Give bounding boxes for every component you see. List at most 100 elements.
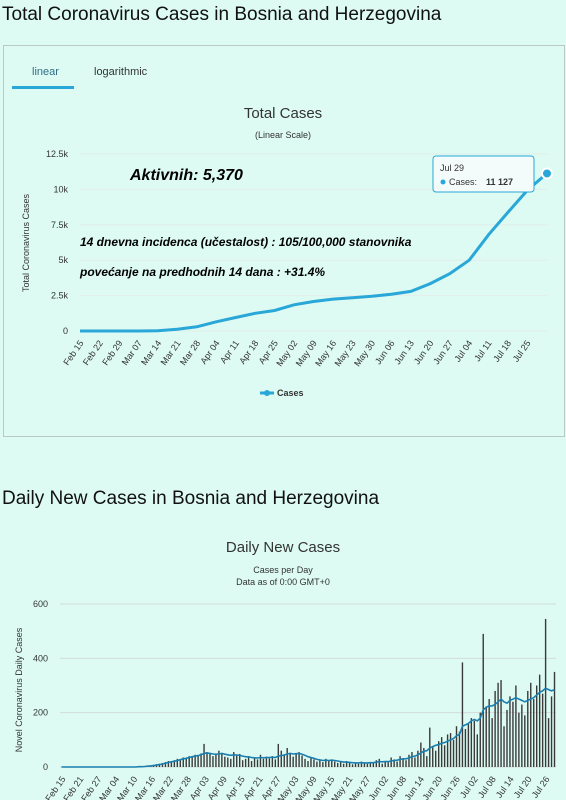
bar <box>259 754 262 767</box>
bar <box>399 756 401 767</box>
tooltip-label: Cases: <box>449 177 477 187</box>
bar <box>402 758 404 767</box>
bar <box>200 753 202 767</box>
bar <box>375 760 378 767</box>
x-tick-label: Jul 08 <box>476 774 498 799</box>
bar <box>435 750 437 767</box>
bar <box>497 682 499 767</box>
chart2-subtitle2: Data as of 0:00 GMT+0 <box>236 577 330 587</box>
chart-title: Total Cases <box>244 105 322 122</box>
bar <box>464 728 467 767</box>
y-axis-label: Novel Coronavirus Daily Cases <box>14 627 24 752</box>
bar <box>241 760 244 767</box>
bar <box>325 758 327 767</box>
bar <box>286 747 288 767</box>
bar <box>230 758 232 767</box>
bar <box>322 762 324 767</box>
y-tick-label: 600 <box>33 599 48 609</box>
bar <box>345 761 348 767</box>
bar <box>301 755 303 767</box>
bar <box>280 750 282 767</box>
bar <box>518 712 520 767</box>
bar <box>372 763 375 767</box>
chart-subtitle: (Linear Scale) <box>255 130 311 140</box>
bar <box>307 761 309 767</box>
y-tick-label: 0 <box>63 326 68 336</box>
bar <box>449 733 452 767</box>
bar <box>188 756 190 767</box>
chart2-subtitle: Cases per Day <box>253 565 313 575</box>
bar <box>541 693 544 767</box>
bar <box>396 761 398 767</box>
bar <box>470 718 473 767</box>
bar <box>426 756 428 767</box>
bar <box>283 754 285 767</box>
bar <box>369 762 372 767</box>
bar <box>515 685 517 767</box>
x-tick-label: Jun 27 <box>431 338 455 366</box>
bar <box>446 734 449 767</box>
bar <box>547 718 550 767</box>
bar <box>408 754 410 767</box>
bar <box>473 720 476 767</box>
y-tick-label: 400 <box>33 653 48 663</box>
bar <box>212 756 214 767</box>
bar <box>527 690 529 767</box>
bar <box>476 734 478 767</box>
bar <box>253 757 256 767</box>
bar <box>295 753 297 767</box>
bar <box>206 752 208 767</box>
x-tick-label: Apr 18 <box>237 338 260 365</box>
bar <box>265 756 268 767</box>
bar <box>197 755 199 767</box>
total-cases-heading: Total Coronavirus Cases in Bosnia and He… <box>2 4 442 25</box>
bar <box>185 758 187 767</box>
y-tick-label: 0 <box>43 762 48 772</box>
bar <box>319 760 321 767</box>
bar <box>503 726 505 767</box>
chart2-title: Daily New Cases <box>226 539 340 556</box>
bar <box>485 707 487 767</box>
bar <box>289 752 291 767</box>
x-tick-label: Jun 26 <box>438 774 462 800</box>
tab-logarithmic[interactable]: logarithmic <box>94 66 148 78</box>
tooltip-marker <box>440 179 446 185</box>
bar <box>455 726 458 767</box>
tooltip-date: Jul 29 <box>440 163 464 173</box>
bar <box>194 754 196 767</box>
legend-marker <box>264 390 270 396</box>
bar <box>443 745 446 767</box>
annotation-increase: povećanje na predhodnih 14 dana : +31.4% <box>79 265 325 279</box>
bar <box>538 674 541 767</box>
bar <box>491 718 493 767</box>
legend-label: Cases <box>277 388 304 398</box>
bar <box>440 737 443 767</box>
x-tick-label: Jul 20 <box>512 774 534 799</box>
bar <box>550 696 553 767</box>
bar <box>420 742 422 767</box>
bar <box>509 696 511 767</box>
bar <box>461 662 464 767</box>
x-tick-label: Jul 11 <box>472 338 494 363</box>
bar <box>366 763 369 767</box>
bar <box>342 763 345 767</box>
bar <box>417 750 419 767</box>
active-tab-indicator <box>12 86 74 89</box>
bar <box>432 746 434 767</box>
bar <box>310 757 312 767</box>
bar <box>209 753 211 767</box>
daily-cases-chart: Daily New Cases Cases per Day Data as of 0… <box>14 539 556 800</box>
bar <box>387 762 389 767</box>
tab-linear[interactable]: linear <box>32 66 59 78</box>
bar <box>437 741 440 767</box>
bar <box>238 753 241 767</box>
daily-cases-heading: Daily New Cases in Bosnia and Herzegovin… <box>2 488 380 509</box>
bar <box>553 671 556 767</box>
bar <box>224 756 226 767</box>
bar <box>544 618 547 767</box>
bar <box>182 757 184 767</box>
bar <box>530 682 532 767</box>
bar <box>316 761 318 767</box>
bar <box>244 758 247 767</box>
y-tick-label: 5k <box>58 255 68 265</box>
